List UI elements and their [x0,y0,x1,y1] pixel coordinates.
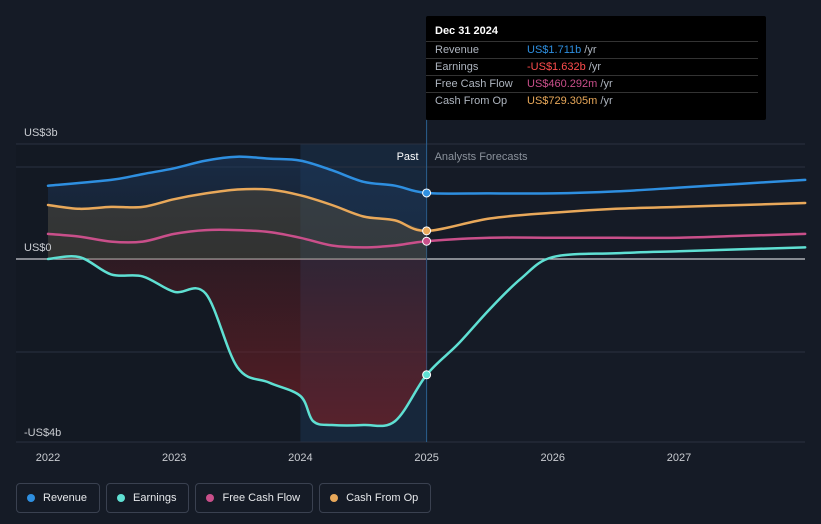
tooltip-row-revenue: Revenue US$1.711b /yr [426,41,758,59]
tooltip-value-wrap: -US$1.632b /yr [527,61,601,73]
tooltip-row-cfo: Cash From Op US$729.305m /yr [426,92,758,110]
legend: Revenue Earnings Free Cash Flow Cash Fro… [16,483,432,513]
earnings-area [48,256,427,426]
tooltip-label: Free Cash Flow [435,78,513,90]
y-axis-top-label: US$3b [24,127,58,139]
earnings-line [46,246,807,428]
x-tick-label: 2027 [667,452,691,464]
legend-dot-icon [330,494,339,502]
x-tick-label: 2022 [36,452,60,464]
legend-item-earnings[interactable]: Earnings [106,483,190,513]
legend-label: Cash From Op [346,492,419,504]
tooltip-value-wrap: US$1.711b /yr [527,44,597,56]
revenue-line [46,155,807,195]
tooltip-unit: /yr [581,44,597,56]
tooltip-unit: /yr [597,95,613,107]
x-tick-label: 2023 [162,452,186,464]
revenue-area [48,156,427,259]
x-tick-label: 2026 [541,452,565,464]
legend-label: Earnings [133,492,177,504]
cash-from-op-marker [422,226,432,236]
tooltip-label: Revenue [435,44,480,56]
legend-dot-icon [117,494,126,502]
free-cash-flow-marker [422,236,432,246]
forecast-label: Analysts Forecasts [435,151,528,163]
tooltip-label: Earnings [435,61,479,73]
tooltip-value: US$729.305m [527,95,598,107]
x-tick-label: 2025 [414,452,438,464]
legend-label: Revenue [43,492,88,504]
tooltip-label: Cash From Op [435,95,508,107]
cash-from-op-line [46,187,807,233]
y-axis-zero-label: US$0 [24,242,52,254]
tooltip: Dec 31 2024 Revenue US$1.711b /yr Earnin… [426,16,766,120]
tooltip-row-earnings: Earnings -US$1.632b /yr [426,58,758,76]
tooltip-value-wrap: US$729.305m /yr [527,95,613,107]
y-axis-bottom-label: -US$4b [24,427,61,439]
legend-item-cash-from-op[interactable]: Cash From Op [319,483,432,513]
tooltip-row-fcf: Free Cash Flow US$460.292m /yr [426,75,758,93]
tooltip-value: US$1.711b [527,44,582,56]
legend-dot-icon [27,494,35,502]
x-tick-label: 2024 [288,452,312,464]
legend-item-revenue[interactable]: Revenue [16,483,101,513]
tooltip-unit: /yr [597,78,613,90]
legend-item-free-cash-flow[interactable]: Free Cash Flow [195,483,314,513]
tooltip-value-wrap: US$460.292m /yr [527,78,613,90]
earnings-marker [422,370,432,380]
tooltip-unit: /yr [585,61,601,73]
legend-label: Free Cash Flow [222,492,301,504]
free-cash-flow-line [46,228,807,249]
tooltip-value: US$460.292m [527,78,598,90]
legend-dot-icon [206,494,215,502]
tooltip-date: Dec 31 2024 [435,25,498,37]
past-label: Past [397,151,419,163]
tooltip-value: -US$1.632b [527,61,586,73]
revenue-marker [422,188,432,198]
